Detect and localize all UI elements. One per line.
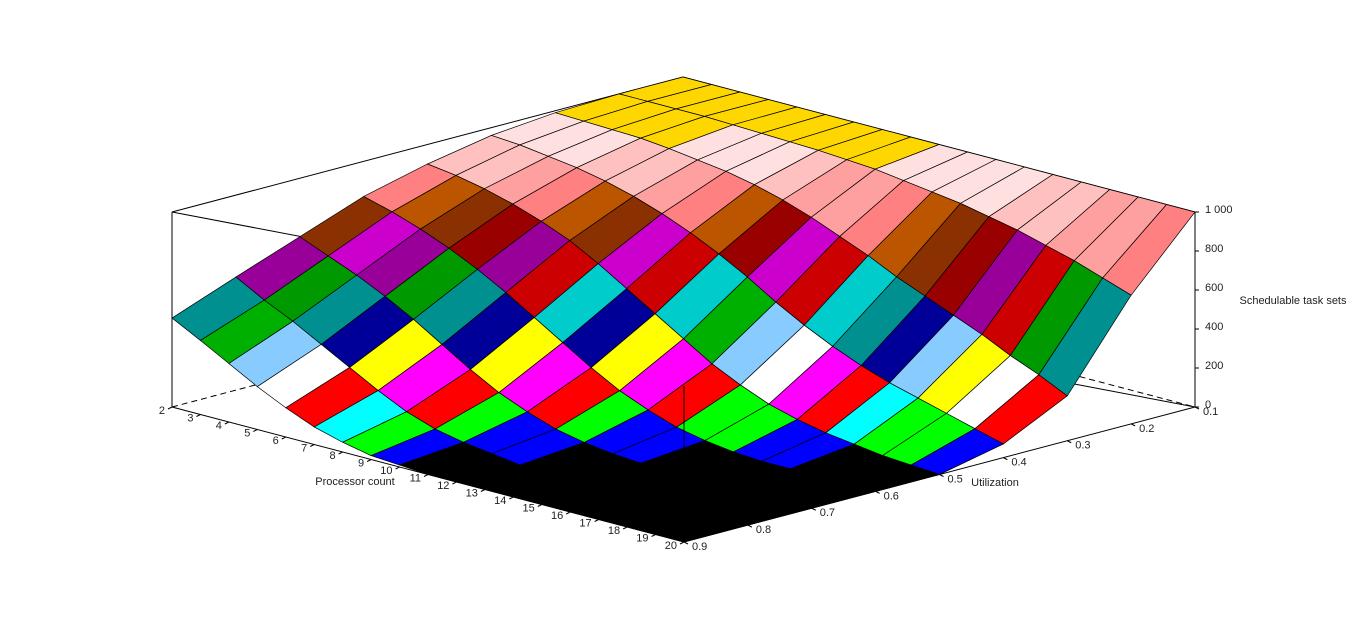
x-tick bbox=[366, 459, 372, 462]
x-tick-label: 4 bbox=[216, 420, 222, 432]
x-tick bbox=[423, 474, 429, 477]
y-tick bbox=[811, 507, 816, 511]
x-tick bbox=[537, 504, 543, 507]
z-tick-label: 200 bbox=[1205, 360, 1223, 372]
z-tick-label: 800 bbox=[1205, 243, 1223, 255]
x-tick-label: 7 bbox=[301, 442, 307, 454]
x-tick-label: 18 bbox=[608, 525, 620, 537]
x-tick-label: 11 bbox=[410, 472, 421, 484]
x-tick bbox=[253, 429, 258, 432]
z-tick-label: 400 bbox=[1205, 321, 1223, 333]
x-tick-label: 15 bbox=[523, 502, 535, 514]
x-tick-label: 17 bbox=[579, 517, 591, 529]
x-tick-label: 16 bbox=[551, 510, 563, 522]
y-tick bbox=[747, 524, 753, 528]
x-tick bbox=[622, 526, 628, 530]
y-tick bbox=[1130, 423, 1136, 427]
x-tick bbox=[594, 519, 599, 522]
x-tick-label: 2 bbox=[159, 405, 165, 417]
box-edge bbox=[171, 76, 684, 213]
x-tick bbox=[480, 489, 486, 492]
x-tick-label: 8 bbox=[330, 450, 336, 462]
y-tick-label: 0.3 bbox=[1075, 440, 1090, 452]
x-tick-label: 19 bbox=[636, 532, 648, 544]
y-tick-label: 0.4 bbox=[1011, 457, 1026, 469]
y-tick bbox=[939, 474, 944, 477]
x-tick-label: 5 bbox=[244, 427, 250, 439]
x-tick-label: 14 bbox=[494, 495, 506, 507]
z-tick-label: 600 bbox=[1205, 282, 1223, 294]
z-axis-label: Schedulable task sets bbox=[1239, 295, 1347, 307]
x-tick bbox=[509, 496, 514, 500]
axes-front: 2 3 4 5 6 7 8 9 10 11 12 13 14 15 16 17 18 19 20 0.1 0.2 0.3 0… bbox=[159, 204, 1233, 553]
x-tick-label: 9 bbox=[358, 457, 364, 469]
y-tick-label: 0.2 bbox=[1139, 423, 1154, 435]
x-tick bbox=[196, 414, 201, 417]
x-tick bbox=[309, 444, 315, 447]
y-tick-label: 0.9 bbox=[692, 541, 707, 553]
z-tick-label: 0 bbox=[1205, 399, 1211, 411]
x-tick bbox=[679, 541, 685, 545]
y-tick bbox=[1067, 440, 1072, 444]
x-tick-label: 20 bbox=[665, 540, 677, 552]
z-tick-label: 1 000 bbox=[1205, 204, 1233, 216]
x-tick-label: 6 bbox=[273, 435, 279, 447]
x-axis-label: Processor count bbox=[315, 476, 394, 488]
x-tick-label: 3 bbox=[187, 412, 193, 424]
y-tick bbox=[875, 490, 880, 494]
x-tick bbox=[651, 534, 656, 537]
x-tick-label: 13 bbox=[466, 487, 478, 499]
x-tick-label: 10 bbox=[380, 465, 392, 477]
y-axis-label: Utilization bbox=[971, 477, 1019, 489]
y-tick-label: 0.1 bbox=[1203, 406, 1218, 418]
x-tick-label: 12 bbox=[437, 480, 449, 492]
y-tick-label: 0.8 bbox=[756, 524, 771, 536]
y-tick-label: 0.5 bbox=[948, 473, 963, 485]
y-tick bbox=[683, 541, 689, 545]
x-tick bbox=[224, 421, 230, 425]
x-tick bbox=[395, 466, 400, 470]
y-tick-label: 0.6 bbox=[884, 490, 899, 502]
y-tick-label: 0.7 bbox=[820, 507, 835, 519]
x-tick bbox=[338, 451, 343, 455]
x-tick bbox=[167, 406, 173, 410]
x-tick bbox=[565, 511, 571, 515]
x-tick bbox=[452, 481, 457, 485]
x-tick bbox=[281, 436, 287, 440]
y-tick bbox=[1003, 457, 1008, 461]
